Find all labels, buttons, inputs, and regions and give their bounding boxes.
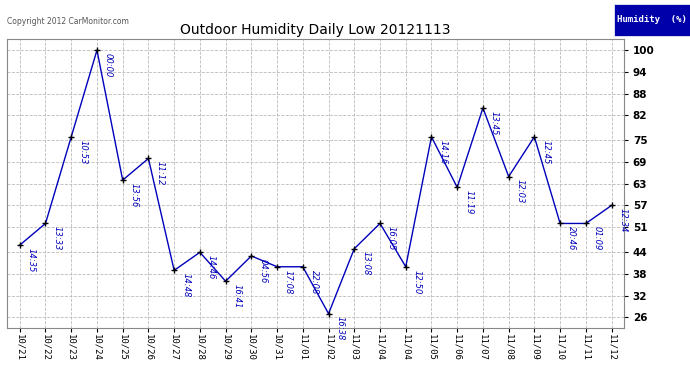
Title: Outdoor Humidity Daily Low 20121113: Outdoor Humidity Daily Low 20121113 — [180, 23, 451, 37]
Text: 00:00: 00:00 — [104, 53, 113, 77]
Text: 22:08: 22:08 — [310, 270, 319, 294]
Text: 20:46: 20:46 — [567, 226, 576, 251]
Text: 01:09: 01:09 — [593, 226, 602, 251]
Text: 13:33: 13:33 — [52, 226, 61, 251]
Text: 14:46: 14:46 — [207, 255, 216, 279]
Text: 14:16: 14:16 — [438, 140, 447, 164]
Text: 11:19: 11:19 — [464, 190, 473, 214]
Text: 14:48: 14:48 — [181, 273, 190, 297]
Text: 10:53: 10:53 — [78, 140, 87, 164]
Text: Humidity  (%): Humidity (%) — [617, 15, 687, 24]
Text: 16:41: 16:41 — [233, 284, 241, 308]
Text: 17:08: 17:08 — [284, 270, 293, 294]
Text: 16:05: 16:05 — [387, 226, 396, 251]
Text: 13:56: 13:56 — [130, 183, 139, 207]
Text: 12:34: 12:34 — [618, 208, 627, 232]
Text: 12:45: 12:45 — [542, 140, 551, 164]
Text: 04:56: 04:56 — [258, 259, 267, 283]
Text: Copyright 2012 CarMonitor.com: Copyright 2012 CarMonitor.com — [7, 17, 129, 26]
Text: 14:35: 14:35 — [27, 248, 36, 272]
Text: 12:50: 12:50 — [413, 270, 422, 294]
Text: 16:38: 16:38 — [335, 316, 344, 341]
Text: 13:08: 13:08 — [362, 252, 371, 276]
Text: 12:03: 12:03 — [515, 179, 524, 204]
Text: 11:12: 11:12 — [155, 161, 164, 186]
Text: 13:45: 13:45 — [490, 111, 499, 135]
